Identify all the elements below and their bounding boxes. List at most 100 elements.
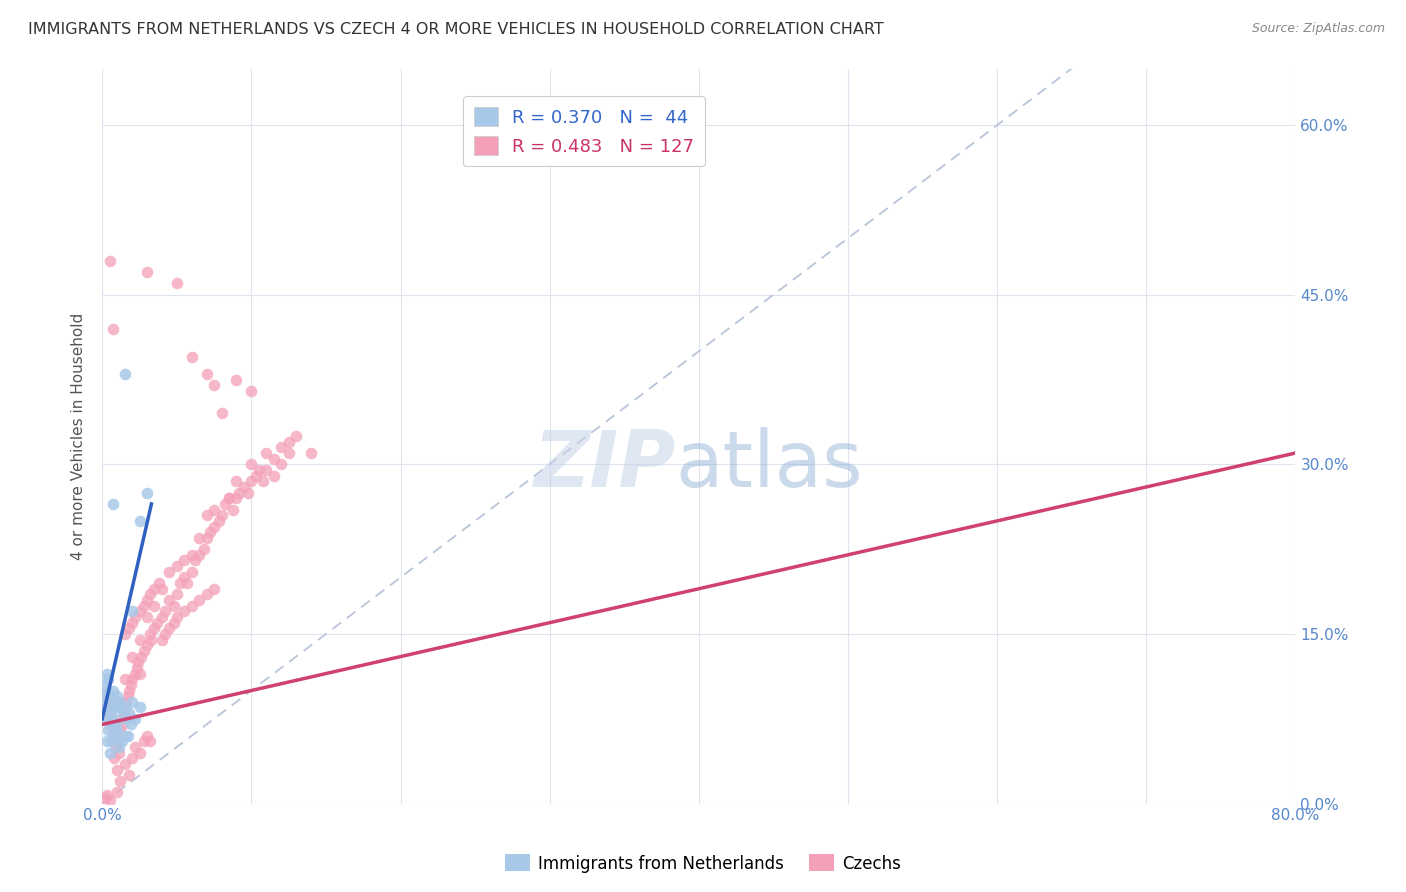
Point	[247, 463, 270, 477]
Point	[277, 434, 299, 449]
Point	[180, 350, 202, 364]
Point	[100, 717, 122, 731]
Point	[110, 734, 132, 748]
Point	[108, 695, 131, 709]
Point	[98, 706, 121, 720]
Point	[97, 712, 120, 726]
Point	[108, 723, 131, 738]
Point	[132, 599, 155, 613]
Point	[202, 582, 225, 596]
Point	[114, 706, 136, 720]
Point	[277, 446, 299, 460]
Point	[225, 372, 247, 386]
Point	[121, 695, 143, 709]
Point	[104, 740, 127, 755]
Point	[157, 593, 180, 607]
Point	[121, 672, 143, 686]
Point	[163, 599, 186, 613]
Point	[188, 531, 211, 545]
Point	[225, 491, 247, 506]
Point	[141, 632, 163, 647]
Point	[105, 689, 128, 703]
Point	[98, 746, 121, 760]
Point	[107, 746, 129, 760]
Point	[193, 542, 215, 557]
Point	[100, 706, 122, 720]
Point	[195, 531, 218, 545]
Point	[245, 468, 267, 483]
Point	[114, 729, 136, 743]
Text: Source: ZipAtlas.com: Source: ZipAtlas.com	[1251, 22, 1385, 36]
Point	[228, 485, 250, 500]
Point	[263, 451, 285, 466]
Point	[100, 734, 122, 748]
Point	[128, 604, 150, 618]
Point	[117, 689, 139, 703]
Point	[101, 497, 124, 511]
Point	[124, 740, 146, 755]
Point	[163, 615, 186, 630]
Legend: R = 0.370   N =  44, R = 0.483   N = 127: R = 0.370 N = 44, R = 0.483 N = 127	[463, 96, 704, 167]
Point	[188, 548, 211, 562]
Point	[94, 791, 117, 805]
Point	[112, 717, 135, 731]
Point	[238, 485, 260, 500]
Point	[176, 576, 198, 591]
Point	[263, 468, 285, 483]
Point	[97, 723, 120, 738]
Point	[195, 587, 218, 601]
Point	[143, 621, 166, 635]
Point	[136, 638, 159, 652]
Point	[101, 321, 124, 335]
Point	[222, 502, 245, 516]
Point	[104, 695, 127, 709]
Point	[103, 700, 125, 714]
Point	[104, 717, 127, 731]
Point	[98, 793, 121, 807]
Point	[139, 734, 162, 748]
Point	[132, 734, 155, 748]
Point	[121, 649, 143, 664]
Point	[125, 661, 148, 675]
Point	[98, 700, 121, 714]
Point	[97, 695, 120, 709]
Point	[211, 407, 233, 421]
Point	[153, 604, 176, 618]
Point	[132, 644, 155, 658]
Point	[143, 599, 166, 613]
Point	[136, 729, 159, 743]
Point	[118, 768, 141, 782]
Point	[180, 548, 202, 562]
Point	[136, 265, 159, 279]
Point	[139, 627, 162, 641]
Point	[103, 729, 125, 743]
Point	[198, 525, 221, 540]
Point	[240, 475, 263, 489]
Point	[180, 565, 202, 579]
Point	[166, 277, 188, 291]
Point	[108, 774, 131, 789]
Point	[118, 683, 141, 698]
Point	[117, 729, 139, 743]
Point	[120, 717, 142, 731]
Point	[139, 587, 162, 601]
Point	[100, 689, 122, 703]
Point	[96, 734, 118, 748]
Point	[121, 751, 143, 765]
Point	[121, 615, 143, 630]
Point	[114, 367, 136, 381]
Point	[218, 491, 240, 506]
Point	[128, 746, 150, 760]
Point	[128, 514, 150, 528]
Point	[118, 621, 141, 635]
Point	[183, 553, 205, 567]
Point	[207, 514, 229, 528]
Point	[114, 672, 136, 686]
Point	[143, 582, 166, 596]
Point	[105, 734, 128, 748]
Point	[96, 666, 118, 681]
Point	[107, 700, 129, 714]
Point	[252, 475, 274, 489]
Point	[124, 610, 146, 624]
Point	[103, 729, 125, 743]
